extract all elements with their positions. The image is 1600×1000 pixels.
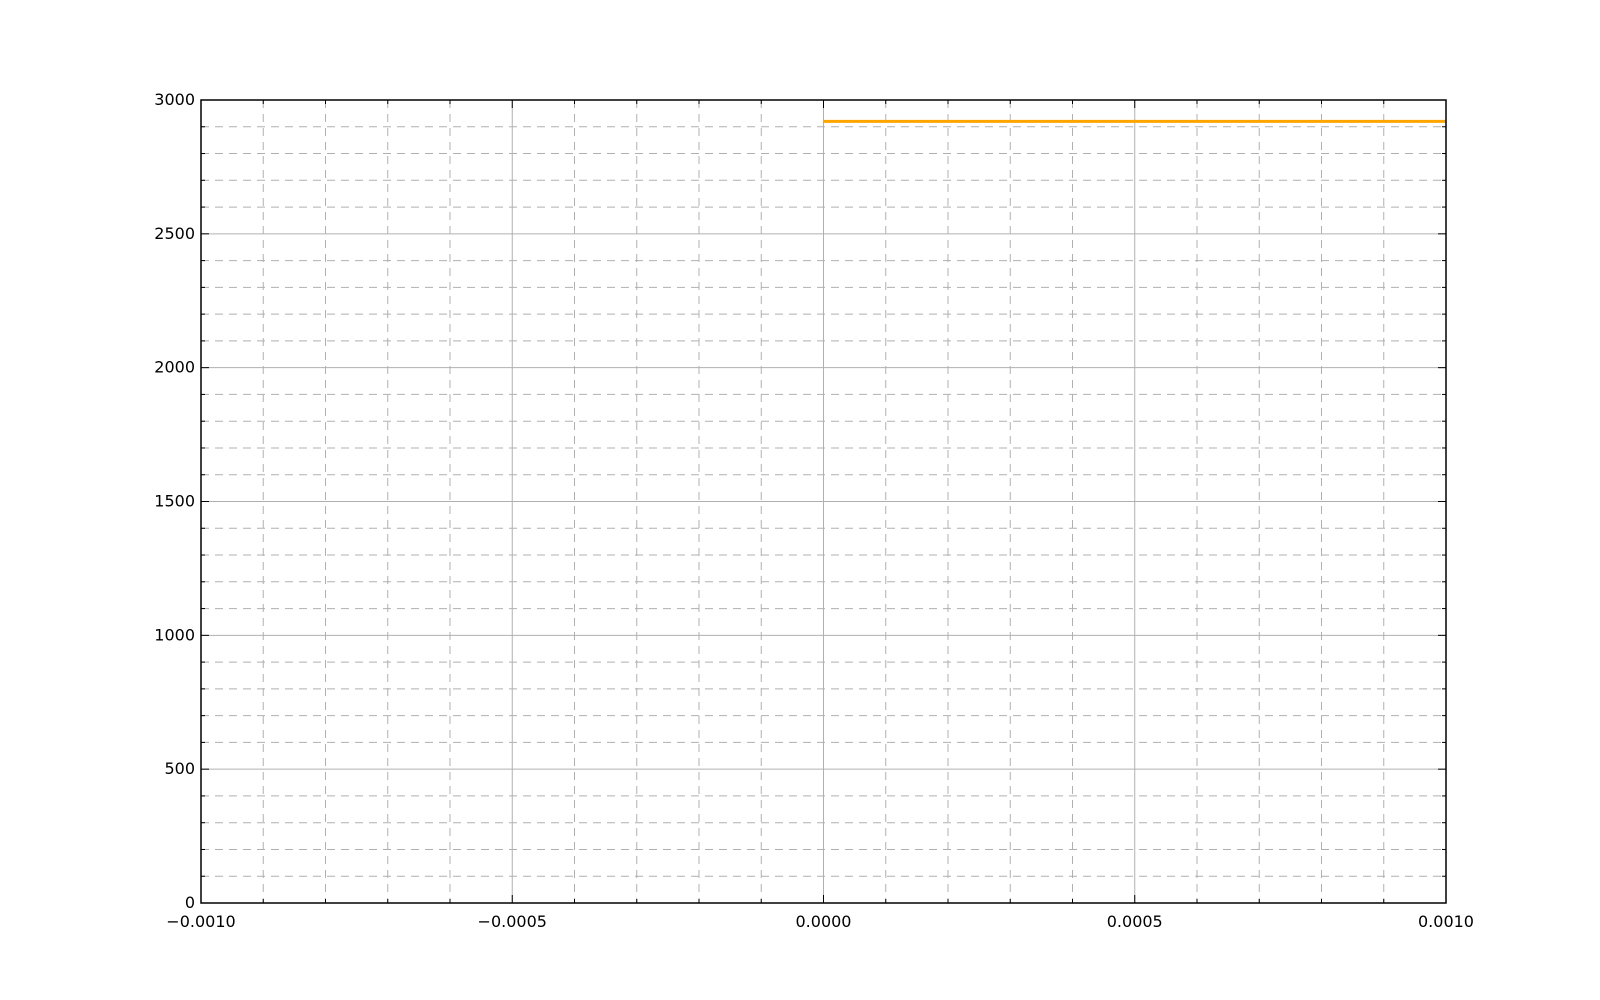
- x-tick-label: −0.0010: [166, 912, 235, 931]
- y-tick-label: 2000: [154, 358, 195, 377]
- grid-layer: [200, 99, 1447, 904]
- tick-layer: [200, 99, 1447, 904]
- y-tick-label: 0: [185, 893, 195, 912]
- y-tick-label: 1000: [154, 625, 195, 644]
- y-tick-label: 3000: [154, 90, 195, 109]
- x-tick-label: 0.0010: [1418, 912, 1474, 931]
- y-tick-label: 500: [164, 759, 195, 778]
- x-tick-label: 0.0005: [1107, 912, 1163, 931]
- tick-label-layer: −0.0010 −0.0005 0.0000 0.0005 0.0010 0 500 1000…: [154, 90, 1474, 931]
- y-tick-label: 2500: [154, 224, 195, 243]
- x-tick-label: 0.0000: [796, 912, 852, 931]
- x-tick-label: −0.0005: [478, 912, 547, 931]
- y-tick-label: 1500: [154, 492, 195, 511]
